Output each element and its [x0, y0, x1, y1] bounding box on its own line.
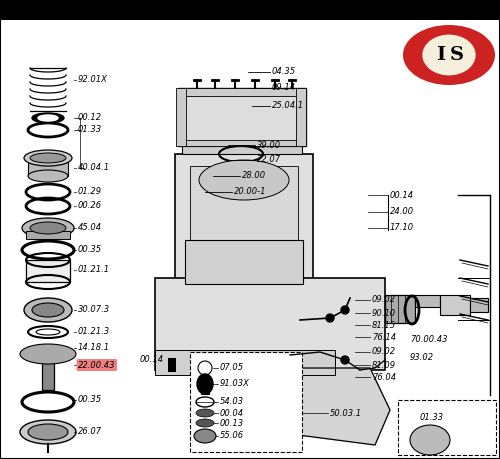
Bar: [190, 166, 298, 246]
Text: 09.02: 09.02: [372, 296, 396, 304]
Ellipse shape: [408, 45, 490, 52]
Text: 00.35: 00.35: [78, 396, 102, 404]
Bar: [155, 350, 335, 375]
Text: 09.02: 09.02: [372, 347, 396, 357]
Ellipse shape: [408, 39, 490, 46]
Bar: [398, 400, 496, 455]
Bar: [26, 260, 70, 282]
Text: 90.10: 90.10: [372, 308, 396, 318]
Ellipse shape: [28, 170, 68, 182]
Text: 22.00.43: 22.00.43: [78, 360, 116, 369]
Text: 07.05: 07.05: [220, 364, 244, 373]
Circle shape: [341, 306, 349, 314]
Ellipse shape: [194, 429, 216, 443]
Bar: [201, 388, 209, 394]
Text: 00.35: 00.35: [78, 246, 102, 254]
Ellipse shape: [408, 63, 490, 71]
Text: 04.35: 04.35: [272, 67, 296, 77]
Ellipse shape: [196, 419, 214, 427]
Bar: [190, 352, 302, 452]
Bar: [175, 154, 313, 284]
Text: 30.07.3: 30.07.3: [78, 306, 110, 314]
Text: 81.15: 81.15: [372, 320, 396, 330]
Text: 26.07: 26.07: [78, 427, 102, 437]
Text: 76.14: 76.14: [372, 332, 396, 341]
Text: 17.10: 17.10: [390, 224, 414, 233]
Bar: [184, 140, 300, 146]
Bar: [385, 295, 415, 323]
Ellipse shape: [403, 25, 495, 85]
Bar: [42, 354, 54, 390]
Bar: [176, 88, 186, 146]
Ellipse shape: [410, 425, 450, 455]
Text: 76.04: 76.04: [372, 373, 396, 381]
Text: 25.04.1: 25.04.1: [272, 101, 304, 111]
Text: 91.03X: 91.03X: [220, 380, 250, 388]
Ellipse shape: [197, 374, 213, 394]
Text: 39.00: 39.00: [257, 140, 281, 150]
Text: 70.00.43: 70.00.43: [410, 336, 448, 345]
Bar: [155, 278, 385, 370]
Ellipse shape: [30, 222, 66, 234]
Text: 28.00: 28.00: [242, 172, 266, 180]
Bar: [182, 146, 302, 154]
Text: 24.00: 24.00: [390, 207, 414, 217]
Bar: [26, 231, 70, 239]
Ellipse shape: [30, 153, 66, 163]
Ellipse shape: [28, 424, 68, 440]
Text: 01.21.3: 01.21.3: [78, 328, 110, 336]
Ellipse shape: [22, 218, 74, 238]
Text: 01.29: 01.29: [78, 187, 102, 196]
Text: I: I: [436, 46, 446, 64]
Bar: [440, 295, 470, 315]
Bar: [296, 88, 306, 146]
Ellipse shape: [408, 57, 490, 65]
Bar: [28, 162, 68, 176]
Text: 00.14: 00.14: [140, 356, 164, 364]
Text: 93.02: 93.02: [410, 353, 434, 363]
Ellipse shape: [20, 344, 76, 364]
Ellipse shape: [196, 409, 214, 417]
Ellipse shape: [20, 420, 76, 444]
Text: 01.21.1: 01.21.1: [78, 265, 110, 274]
Polygon shape: [195, 368, 390, 445]
Bar: [185, 240, 303, 284]
Text: 00.12: 00.12: [78, 113, 102, 123]
Text: 00.14: 00.14: [390, 190, 414, 200]
Text: 00.13: 00.13: [220, 419, 244, 427]
Text: 50.03.1: 50.03.1: [330, 409, 362, 418]
Text: 00.04: 00.04: [220, 409, 244, 418]
Ellipse shape: [24, 150, 72, 166]
Text: 09.14: 09.14: [272, 84, 296, 93]
Bar: [168, 358, 176, 372]
Text: S: S: [450, 46, 464, 64]
Circle shape: [341, 356, 349, 364]
Bar: [178, 88, 306, 146]
Text: 40.04.1: 40.04.1: [78, 163, 110, 173]
Text: 00.26: 00.26: [78, 202, 102, 211]
Ellipse shape: [199, 160, 289, 200]
Ellipse shape: [422, 34, 476, 75]
Bar: [0, 0, 500, 20]
Ellipse shape: [198, 361, 212, 375]
Text: 14.18.1: 14.18.1: [78, 343, 110, 353]
Circle shape: [326, 314, 334, 322]
Bar: [470, 298, 488, 312]
Text: 55.06: 55.06: [220, 431, 244, 441]
Text: 45.04: 45.04: [78, 224, 102, 233]
Text: 01.33: 01.33: [420, 414, 444, 422]
Text: 20.00-1: 20.00-1: [234, 187, 266, 196]
Text: 92.01X: 92.01X: [78, 75, 108, 84]
Bar: [184, 88, 300, 96]
Ellipse shape: [32, 303, 64, 317]
Ellipse shape: [24, 298, 72, 322]
Text: 22.07: 22.07: [257, 156, 281, 164]
Text: 81.09: 81.09: [372, 360, 396, 369]
Ellipse shape: [408, 51, 490, 58]
Ellipse shape: [38, 115, 58, 121]
Ellipse shape: [32, 113, 64, 123]
Bar: [415, 295, 440, 307]
Text: 54.03: 54.03: [220, 397, 244, 407]
Text: 01.33: 01.33: [78, 125, 102, 134]
